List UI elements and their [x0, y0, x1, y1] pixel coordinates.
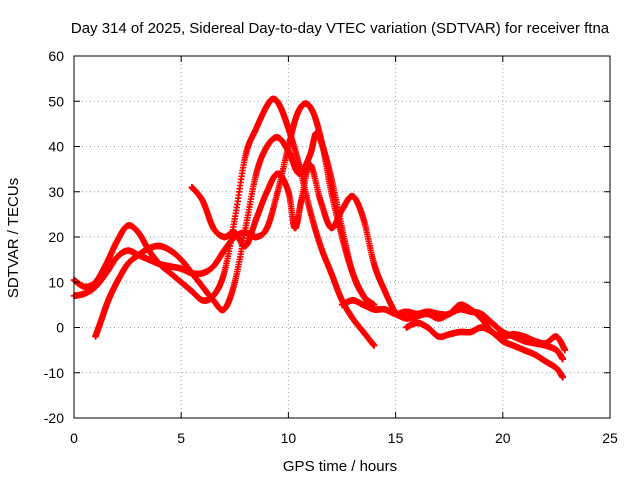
- x-tick-label: 10: [281, 430, 297, 446]
- y-tick-label: 10: [48, 274, 64, 290]
- y-tick-label: 50: [48, 93, 64, 109]
- series-track-7: [338, 297, 569, 354]
- y-tick-label: 20: [48, 229, 64, 245]
- data-point: [559, 355, 567, 363]
- axis-ticks: 0 5 10 15 20 25 -20 -10 0 10 20 30 40 50 60: [44, 48, 618, 446]
- x-tick-label: 20: [495, 430, 511, 446]
- y-tick-label: -20: [44, 410, 64, 426]
- data-points: [70, 95, 569, 381]
- x-tick-label: 0: [70, 430, 78, 446]
- data-point: [370, 342, 378, 349]
- x-tick-label: 5: [177, 430, 185, 446]
- series-track-4: [188, 161, 399, 318]
- x-axis-label: GPS time / hours: [283, 458, 397, 475]
- y-axis-label: SDTVAR / TECUs: [5, 178, 22, 298]
- y-tick-label: 60: [48, 48, 64, 64]
- chart-title: Day 314 of 2025, Sidereal Day-to-day VTE…: [71, 20, 610, 37]
- y-tick-label: -10: [44, 365, 64, 381]
- series-track-1: [70, 95, 378, 349]
- data-point: [559, 374, 567, 381]
- y-tick-label: 0: [56, 320, 64, 336]
- x-tick-label: 25: [602, 430, 618, 446]
- y-tick-label: 40: [48, 139, 64, 155]
- x-tick-label: 15: [388, 430, 404, 446]
- data-point: [561, 346, 569, 354]
- series-track-3: [92, 129, 378, 340]
- y-tick-label: 30: [48, 184, 64, 200]
